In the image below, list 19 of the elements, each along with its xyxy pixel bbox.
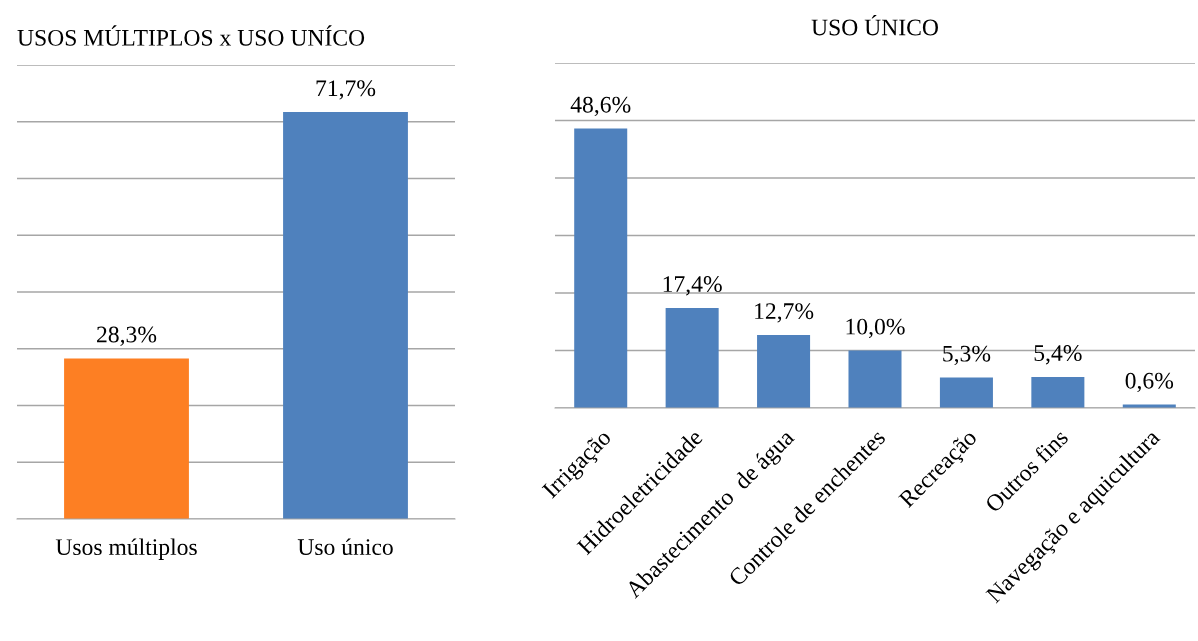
chart-title: USO ÚNICO [811, 15, 938, 36]
chart-title: USOS MÚLTIPLOS x USO UNÍCO [17, 25, 365, 46]
x-tick-label: Usos múltiplos [55, 538, 197, 560]
data-label: 10,0% [846, 318, 905, 338]
data-label: 0,6% [1125, 372, 1174, 393]
data-label: 48,6% [570, 96, 631, 117]
bar [665, 307, 719, 408]
bar [939, 377, 993, 408]
data-label: 12,7% [755, 303, 814, 323]
data-label: 71,7% [316, 80, 376, 100]
x-tick-label: Uso único [297, 538, 393, 556]
data-label: 5,4% [1034, 345, 1082, 365]
data-label: 17,4% [663, 276, 722, 296]
bar [848, 350, 902, 408]
data-label: 5,3% [943, 345, 991, 366]
data-label: 28,3% [97, 326, 157, 346]
bar [574, 128, 628, 408]
bar [1031, 376, 1085, 408]
bar [757, 334, 811, 408]
